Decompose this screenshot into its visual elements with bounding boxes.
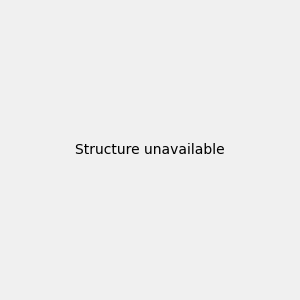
Text: Structure unavailable: Structure unavailable: [75, 143, 225, 157]
